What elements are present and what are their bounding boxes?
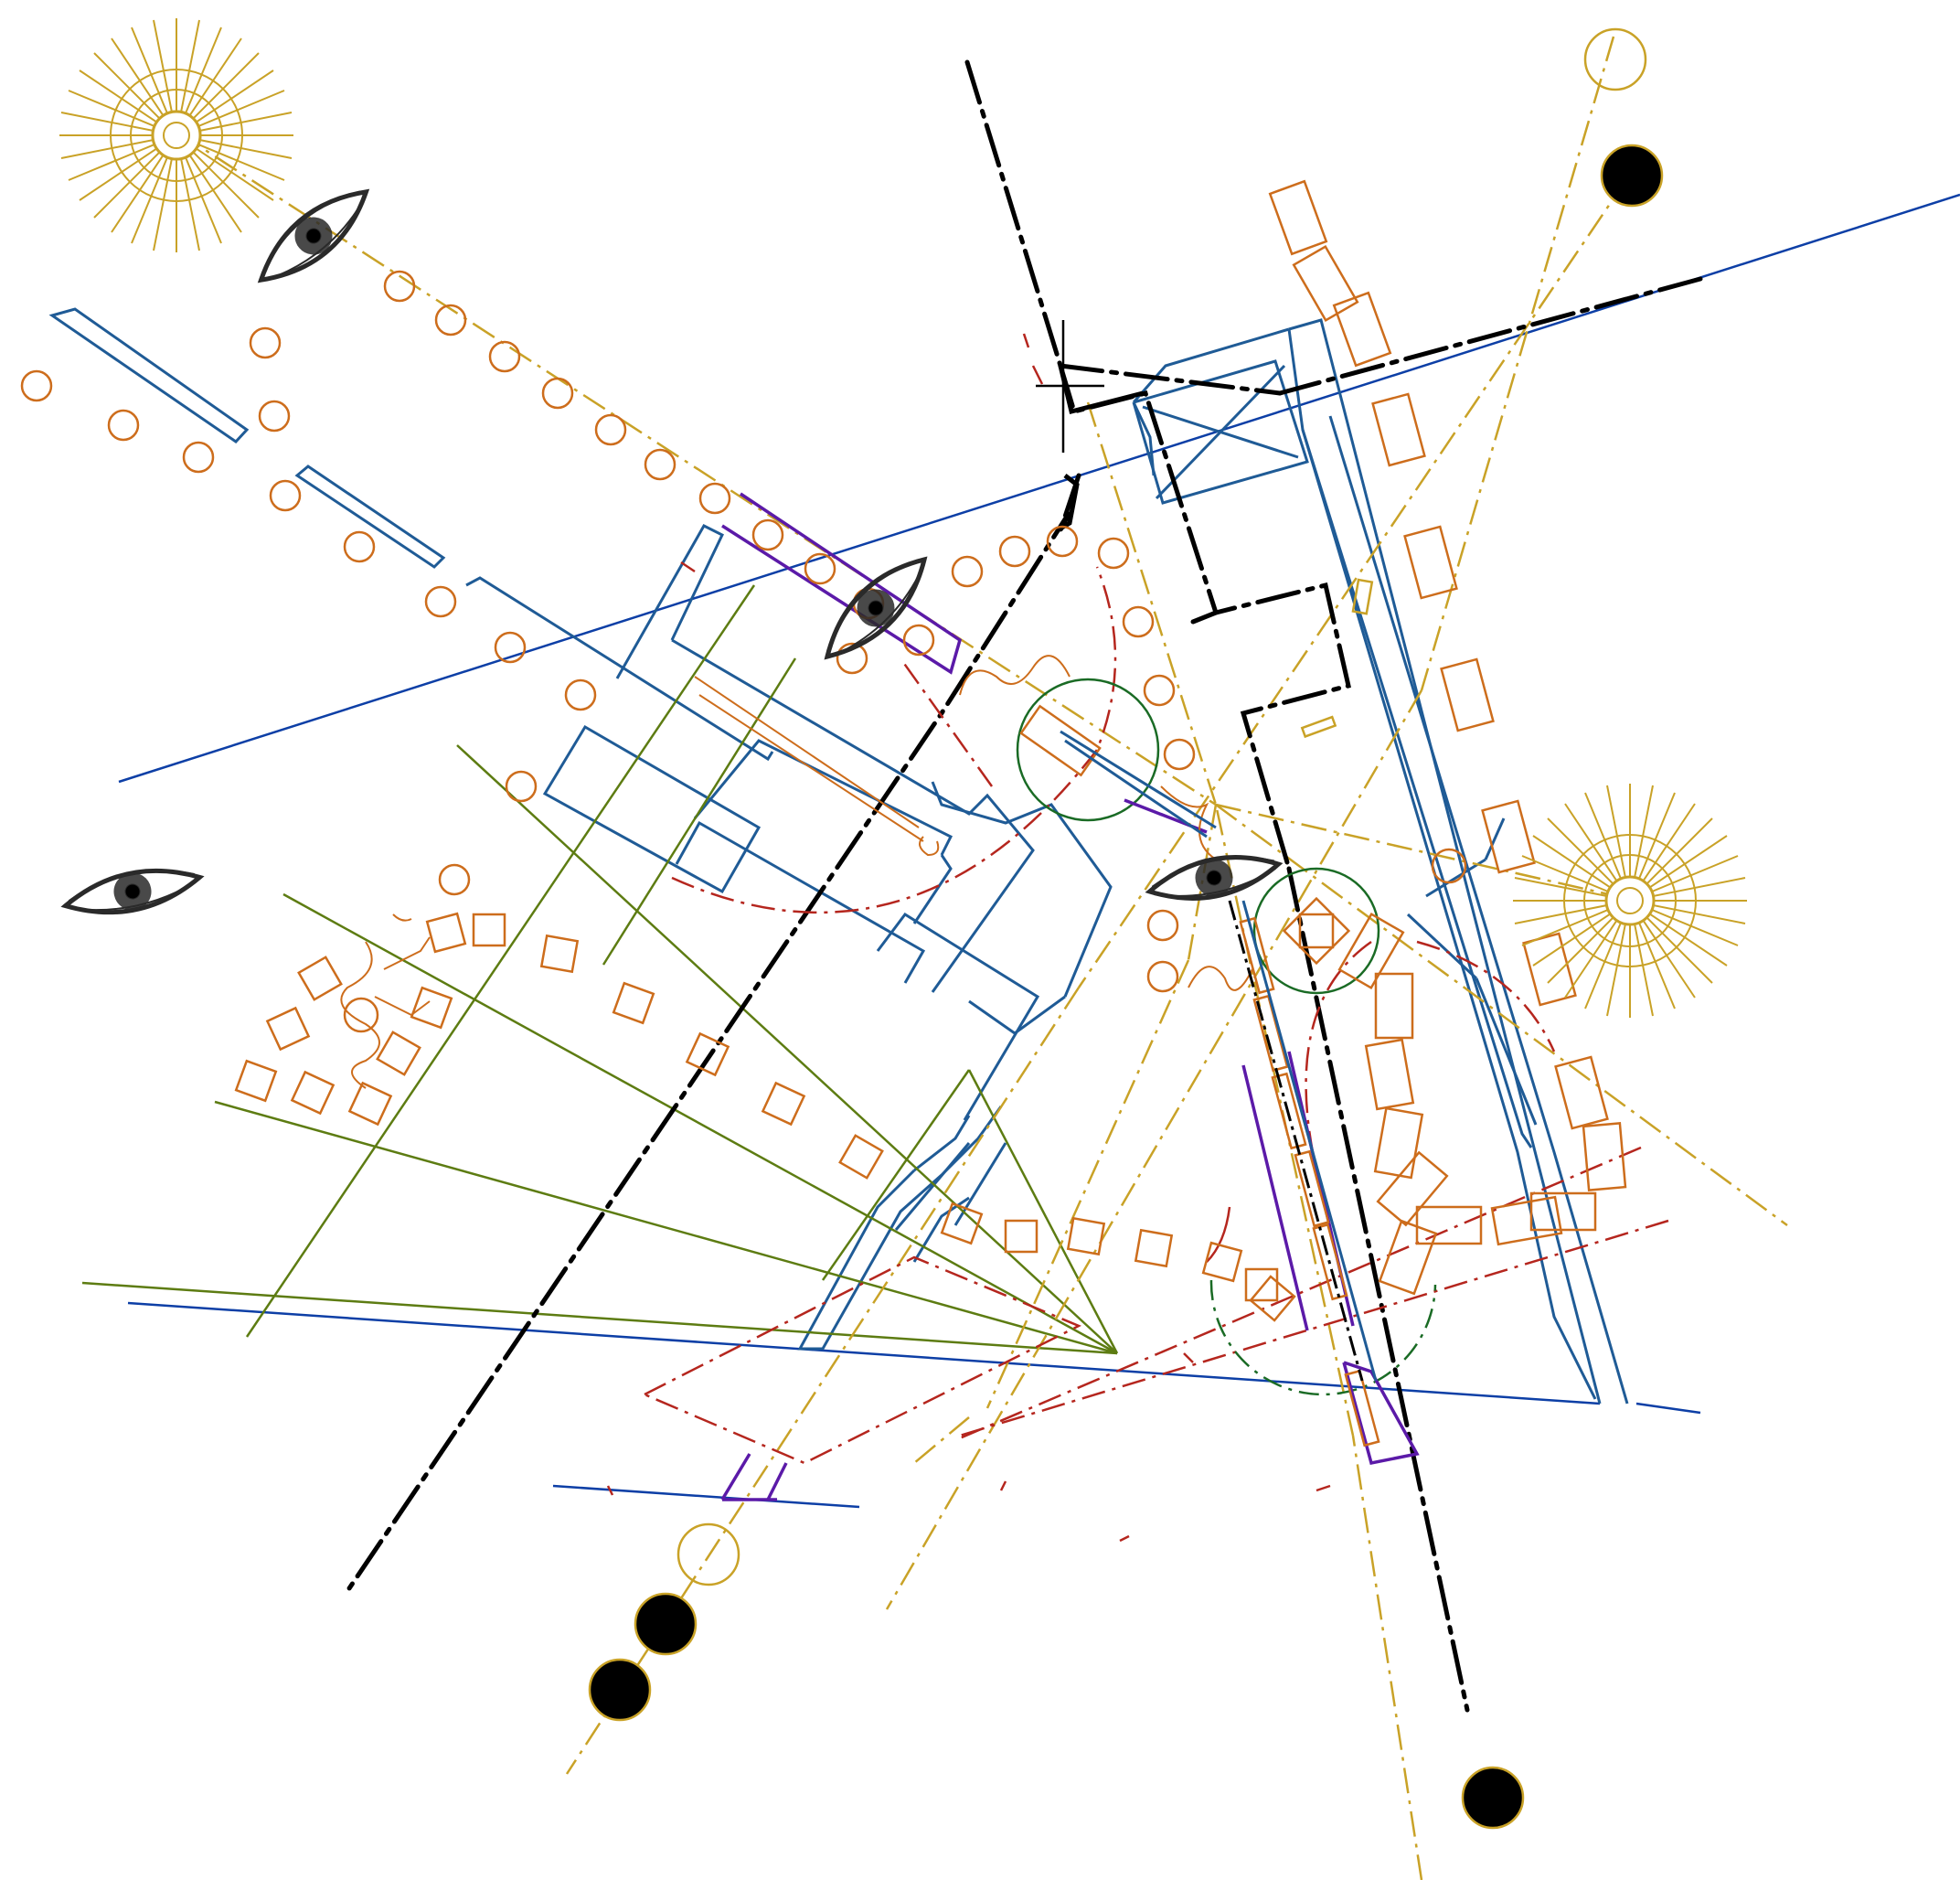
eye-icon xyxy=(60,188,1284,915)
moon-phase-icon xyxy=(588,144,1664,1830)
cross-marker-icon xyxy=(1036,320,1104,453)
blue-building-outlines xyxy=(48,307,1629,1405)
gold-axis-lines xyxy=(177,36,1788,1880)
center-path-lines xyxy=(1060,730,1378,1382)
eye-icon-1 xyxy=(257,188,370,283)
orange-blocks xyxy=(234,179,1627,1447)
eye-icon-2 xyxy=(824,556,928,660)
red-dashdot-lines xyxy=(606,333,1669,1543)
eye-icon-3 xyxy=(60,868,205,915)
gold-circles xyxy=(676,27,1647,1586)
purple-lines xyxy=(720,492,1420,1501)
sun-icon xyxy=(59,18,1747,1018)
eye-icon-4 xyxy=(1145,855,1284,901)
orange-curves xyxy=(340,655,1253,1089)
green-sight-lines xyxy=(81,584,1119,1355)
green-circles xyxy=(1016,678,1437,1396)
